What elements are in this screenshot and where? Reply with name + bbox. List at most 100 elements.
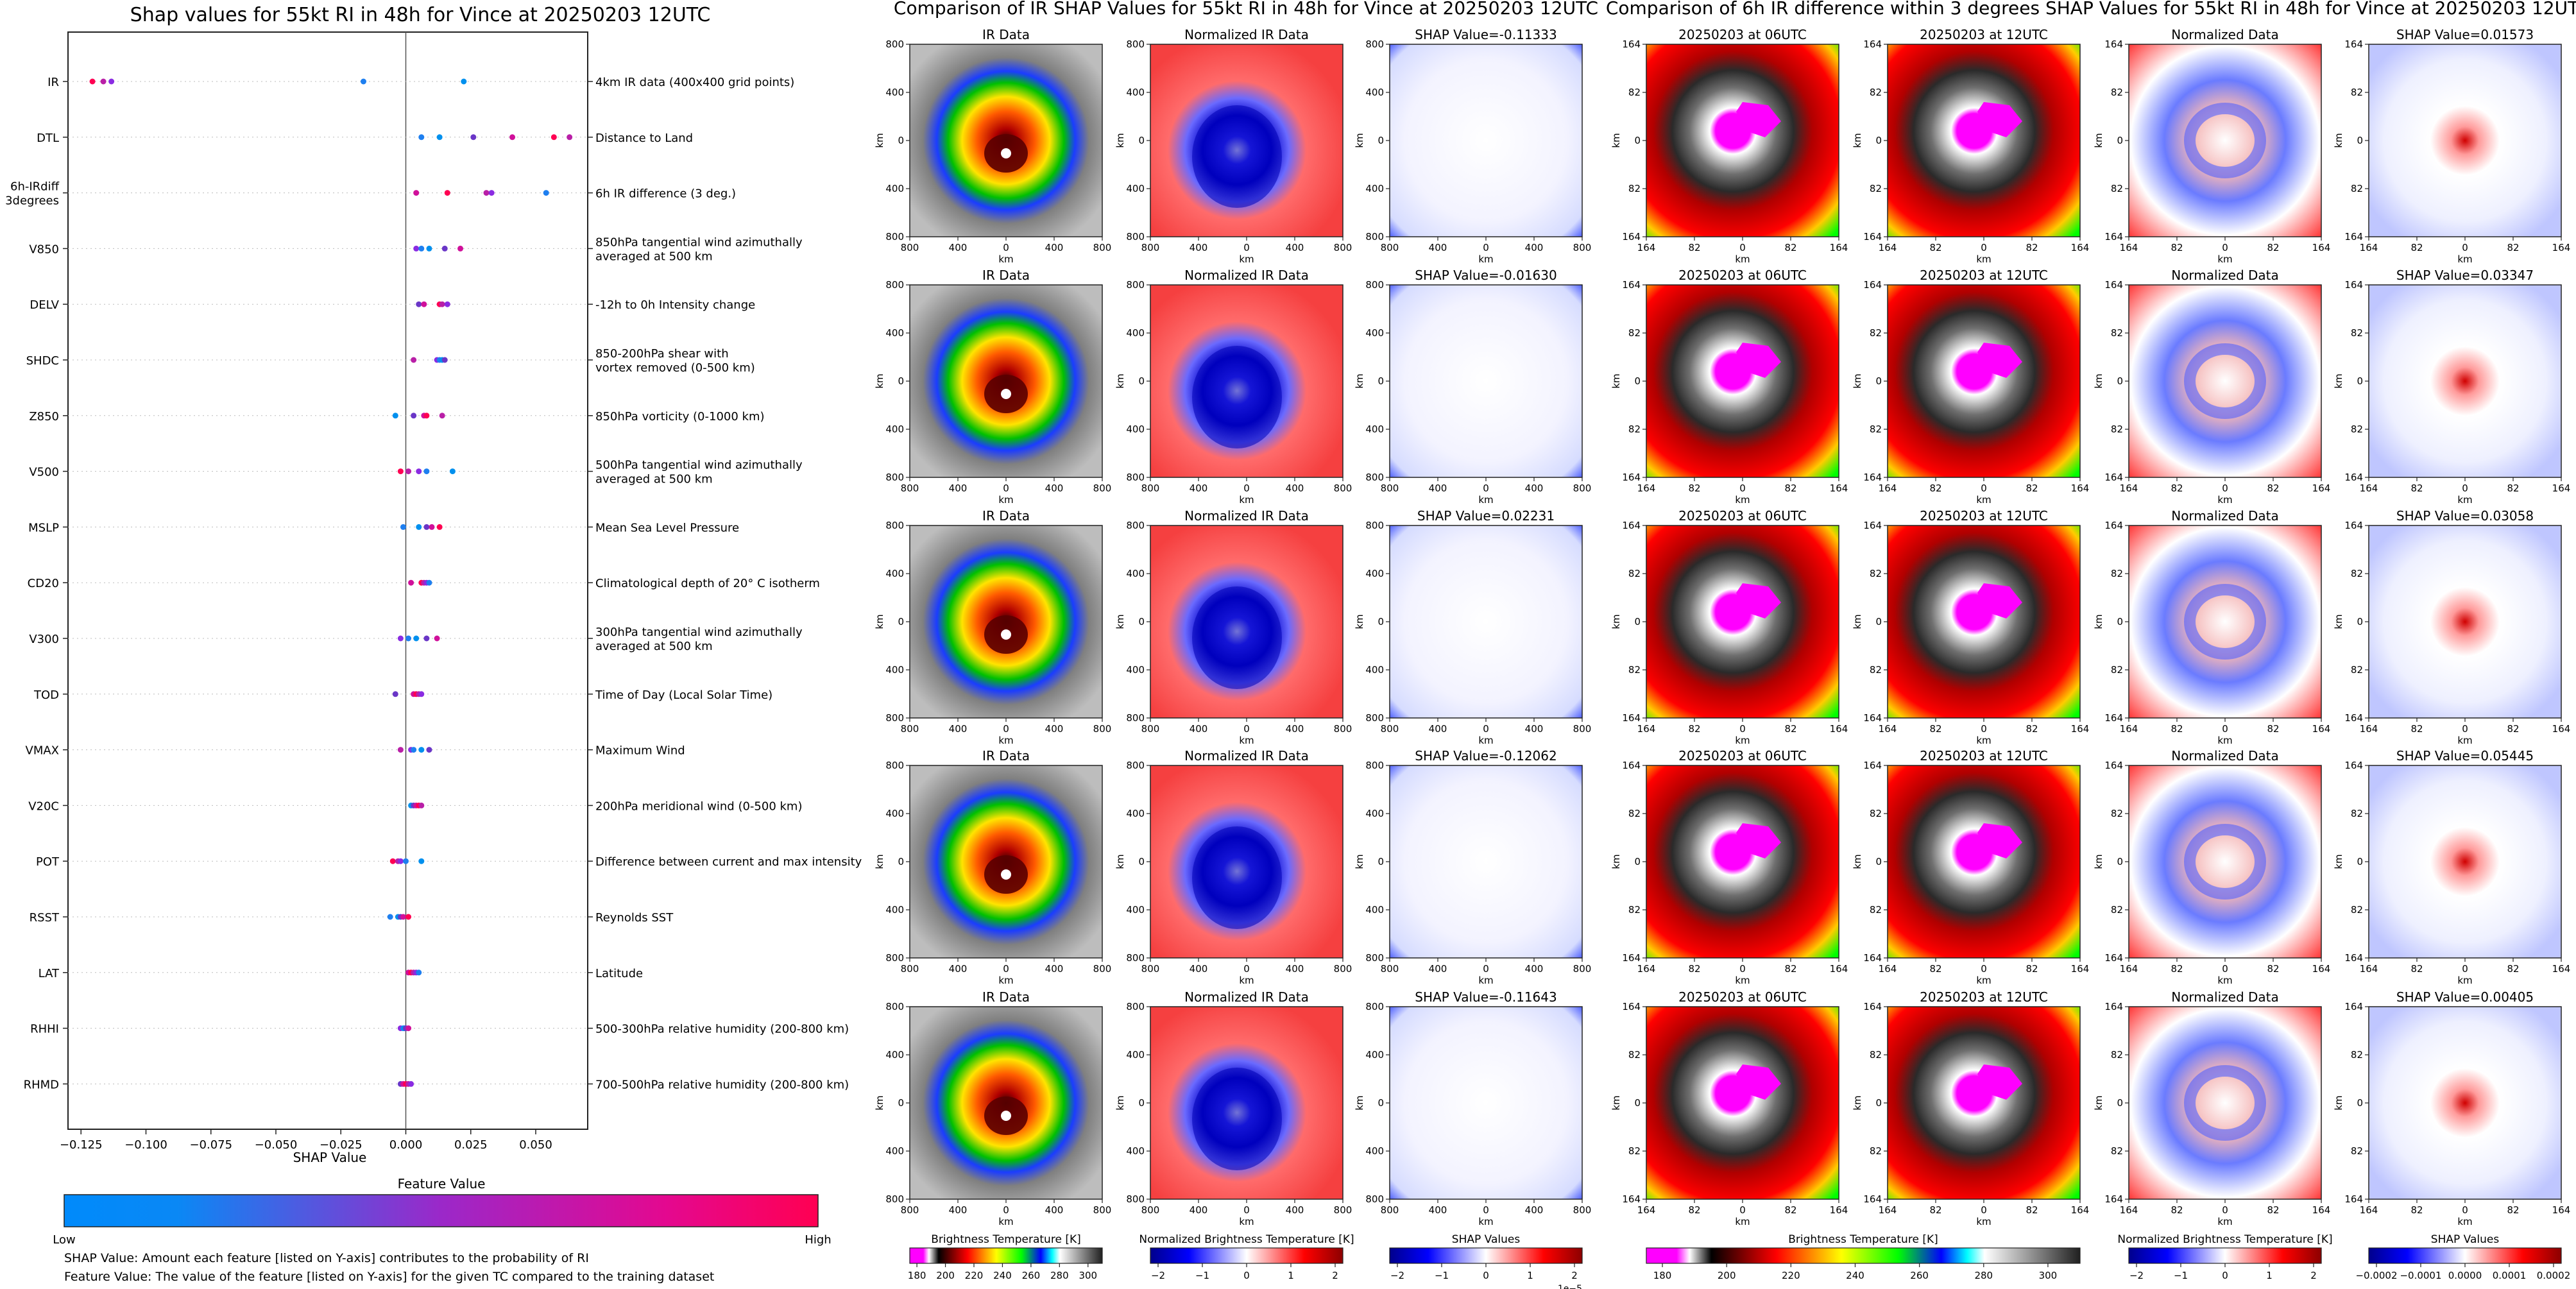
shap-point <box>405 635 412 642</box>
colorbar-tick-label: −0.0002 <box>2355 1270 2397 1281</box>
x-tick-label: 0 <box>2462 963 2468 975</box>
image-panel <box>2368 525 2562 719</box>
x-tick-label: 82 <box>2171 1204 2183 1216</box>
x-axis-label: km <box>1239 975 1254 986</box>
y-tick-label: 400 <box>885 183 904 194</box>
shap-point <box>550 134 557 141</box>
y-tick-label: 82 <box>2111 87 2123 98</box>
y-tick-label: 0 <box>2117 616 2123 627</box>
y-axis-label: km <box>1354 133 1365 148</box>
y-tick-label: 164 <box>1622 231 1641 243</box>
x-tick-label: 400 <box>1525 242 1544 253</box>
feature-description: 500hPa tangential wind azimuthally averag… <box>595 459 803 486</box>
x-tick-label: −0.025 <box>320 1138 363 1152</box>
panel-title: Normalized IR Data <box>1184 268 1309 283</box>
y-axis-label: km <box>1610 854 1622 869</box>
y-axis-label: km <box>1114 614 1126 629</box>
y-tick-label: 800 <box>1126 38 1145 50</box>
image-panel-grid: IR Data80080040040000400400800800kmkmNor… <box>874 27 2570 1227</box>
cold-cloud-top <box>1736 1064 1781 1100</box>
y-tick-label: 0 <box>2117 135 2123 146</box>
y-tick-label: 800 <box>1365 472 1384 483</box>
x-tick-label: −0.075 <box>189 1138 232 1152</box>
x-tick-label: 0 <box>2462 482 2468 494</box>
x-tick-label: 0 <box>2462 1204 2468 1216</box>
y-tick-label: 0 <box>1875 616 1882 627</box>
feature-description: Climatological depth of 20° C isotherm <box>595 577 820 590</box>
y-tick-label: 82 <box>1628 904 1641 916</box>
y-axis-label: km <box>2093 373 2104 388</box>
y-tick-label: 82 <box>2351 327 2363 339</box>
y-axis-label: km <box>1114 133 1126 148</box>
x-tick-label: 0 <box>1739 1204 1746 1216</box>
feature-description: 500-300hPa relative humidity (200-800 km… <box>595 1023 849 1036</box>
x-tick-label: −0.125 <box>60 1138 103 1152</box>
y-tick-label: 82 <box>1628 808 1641 819</box>
shap-point <box>426 579 432 586</box>
x-tick-label: 400 <box>1525 723 1544 735</box>
colorbar-label: Normalized Brightness Temperature [K] <box>2117 1233 2332 1246</box>
y-tick-label: 164 <box>1863 279 1882 291</box>
x-tick-label: 400 <box>1190 242 1208 253</box>
storm-eye <box>1001 1111 1011 1121</box>
image-panel <box>1887 525 2081 719</box>
x-tick-label: 800 <box>1093 723 1112 735</box>
cold-cloud-top <box>1977 1064 2022 1100</box>
y-tick-label: 0 <box>1378 616 1384 627</box>
shap-point <box>416 524 422 530</box>
shap-point <box>397 635 404 642</box>
shap-point <box>436 134 443 141</box>
swarm-plot-frame <box>67 31 588 1130</box>
shap-point <box>397 468 404 475</box>
colorbar-tick-label: 260 <box>1910 1270 1929 1281</box>
x-tick-label: 400 <box>1190 1204 1208 1216</box>
y-tick-label: 82 <box>2351 808 2363 819</box>
x-tick-label: 0 <box>2222 1204 2228 1216</box>
x-tick-label: 0 <box>1739 242 1746 253</box>
x-tick-label: 800 <box>1141 1204 1160 1216</box>
shap-point <box>416 468 422 475</box>
image-panel <box>1646 1006 1839 1200</box>
shap-value-note: SHAP Value: Amount each feature [listed … <box>64 1251 589 1265</box>
y-tick-label: 400 <box>885 664 904 676</box>
shap-point <box>397 858 404 864</box>
x-tick-label: 82 <box>2171 482 2183 494</box>
x-axis-ticks: −0.125 −0.100 −0.075 −0.050 −0.025 0.000 0.025… <box>60 1129 552 1152</box>
cold-core <box>1192 105 1282 208</box>
x-axis-label: km <box>2217 975 2232 986</box>
y-tick-label: 400 <box>1365 568 1384 579</box>
colorbar-tick-label: 220 <box>1782 1270 1800 1281</box>
x-tick-label: 800 <box>901 963 919 975</box>
x-axis-label: km <box>1735 494 1750 506</box>
feature-description: Mean Sea Level Pressure <box>595 521 739 534</box>
y-tick-label: 0 <box>1378 856 1384 867</box>
x-tick-label: 82 <box>2507 963 2519 975</box>
x-tick-label: 800 <box>1141 963 1160 975</box>
cold-core <box>1192 826 1282 929</box>
y-axis-label: km <box>1852 373 1863 388</box>
x-axis-label: km <box>998 494 1013 506</box>
cold-core <box>1192 346 1282 448</box>
y-tick-label: 400 <box>1365 87 1384 98</box>
x-tick-label: 164 <box>2071 963 2090 975</box>
y-tick-label: 82 <box>1628 183 1641 194</box>
y-axis-label: km <box>1114 854 1126 869</box>
x-tick-label: 82 <box>2267 242 2279 253</box>
feature-description: 850hPa tangential wind azimuthally averag… <box>595 235 803 263</box>
x-tick-label: 82 <box>2410 723 2423 735</box>
x-tick-label: 82 <box>2026 482 2038 494</box>
y-tick-label: 0 <box>1875 135 1882 146</box>
colorbar-tick-label: 240 <box>1846 1270 1864 1281</box>
x-tick-label: 400 <box>1525 1204 1544 1216</box>
y-tick-label: 800 <box>1365 952 1384 964</box>
colorbar-tick-label: −2 <box>2129 1270 2144 1281</box>
x-tick-label: 400 <box>1286 963 1304 975</box>
y-tick-label: 400 <box>1365 1145 1384 1157</box>
x-tick-label: 164 <box>1879 242 1897 253</box>
x-axis-label: km <box>1478 975 1493 986</box>
feature-name: RHMD <box>24 1078 59 1091</box>
y-axis-label: km <box>1114 373 1126 388</box>
feature-description: Difference between current and max inten… <box>595 855 862 869</box>
shap-point <box>413 245 420 252</box>
x-axis-label: km <box>1976 494 1991 506</box>
